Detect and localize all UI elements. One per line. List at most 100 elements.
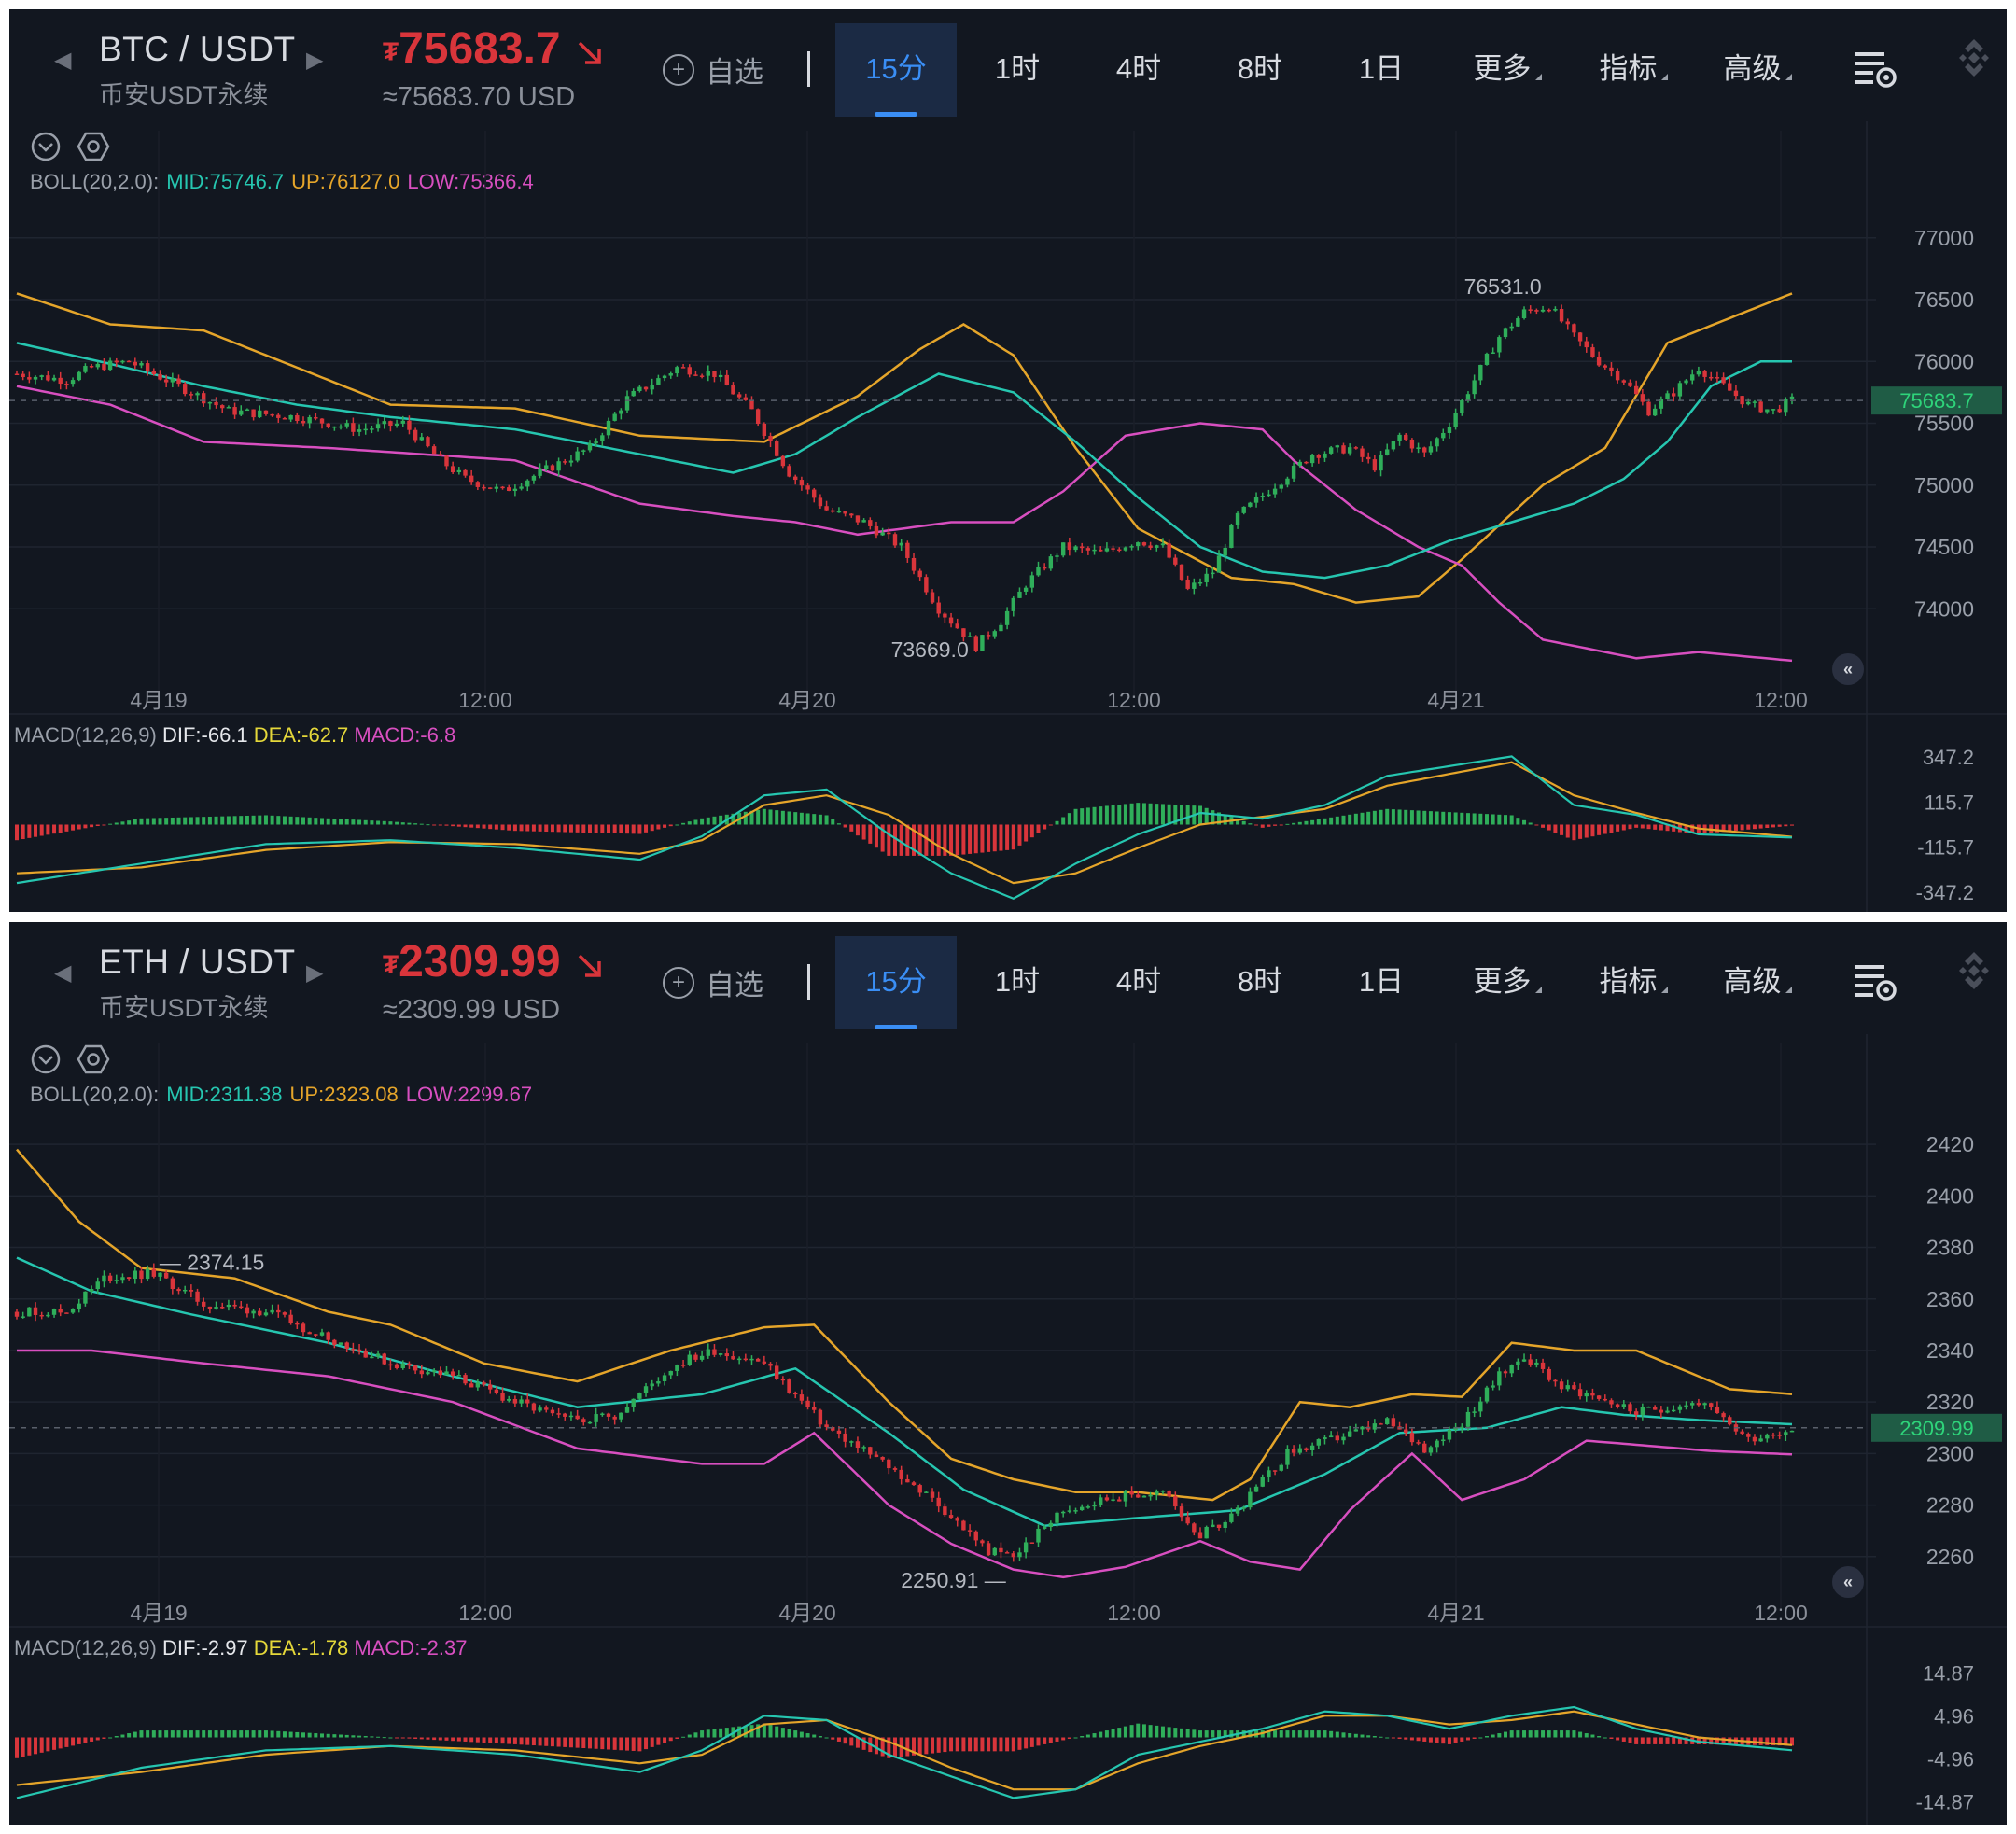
candle-body: [999, 624, 1003, 632]
candle-body: [643, 1386, 649, 1393]
settings-hexagon-icon[interactable]: [77, 131, 110, 162]
macd-histogram-bar: [612, 824, 617, 833]
macd-histogram-bar: [1416, 810, 1421, 825]
more-timeframes-button[interactable]: 更多: [1447, 936, 1568, 1029]
macd-histogram-bar: [749, 810, 754, 825]
macd-histogram-bar: [899, 824, 903, 856]
macd-histogram-bar: [1260, 824, 1265, 828]
timeframe-4h[interactable]: 4时: [1115, 965, 1162, 998]
macd-histogram-bar: [1092, 806, 1097, 825]
candle-body: [239, 1306, 244, 1309]
macd-histogram-bar: [1104, 1730, 1109, 1738]
indicators-button[interactable]: 指标: [1573, 936, 1694, 1029]
arrow-left-icon[interactable]: ◀: [54, 48, 72, 73]
timeframe-1d[interactable]: 1日: [1358, 965, 1405, 998]
candle-body: [1229, 1513, 1234, 1522]
jump-to-latest-icon[interactable]: «: [1832, 1566, 1864, 1598]
timeframe-8h[interactable]: 8时: [1237, 965, 1283, 998]
macd-histogram-bar: [1241, 1730, 1246, 1738]
candle-body: [581, 450, 586, 452]
boll-up: UP:2323.08: [289, 1083, 399, 1106]
macd-histogram-bar: [1092, 1733, 1097, 1738]
macd-histogram-bar: [1085, 1734, 1090, 1738]
arrow-right-icon[interactable]: ▶: [306, 48, 324, 73]
macd-label: MACD(12,26,9): [14, 723, 157, 747]
timeframe-1h[interactable]: 1时: [994, 965, 1041, 998]
macd-histogram-bar: [158, 1730, 162, 1738]
timeframe-1d[interactable]: 1日: [1358, 52, 1405, 85]
macd-histogram-bar: [1491, 1734, 1495, 1738]
list-settings-icon[interactable]: [1853, 49, 1899, 90]
candle-body: [687, 1354, 692, 1365]
candle-body: [438, 1370, 443, 1376]
candle-body: [1416, 1442, 1421, 1444]
candle-body: [1690, 374, 1695, 381]
advanced-button[interactable]: 高级: [1697, 936, 1818, 1029]
candle-body: [793, 1393, 798, 1395]
symbol-name[interactable]: ETH / USDT: [99, 943, 296, 981]
settings-hexagon-icon[interactable]: [77, 1043, 110, 1075]
candle-body: [46, 1314, 50, 1317]
indicators-button[interactable]: 指标: [1573, 23, 1694, 117]
candle-body: [83, 1291, 88, 1304]
candle-body: [799, 480, 805, 486]
add-favorite-button[interactable]: + 自选: [663, 961, 763, 1003]
candle-body: [999, 1547, 1003, 1553]
macd-histogram-bar: [1048, 1737, 1053, 1743]
candle-body: [1316, 455, 1321, 458]
timeframe-1h[interactable]: 1时: [994, 52, 1041, 85]
macd-histogram-bar: [1029, 1737, 1034, 1747]
chevron-down-circle-icon[interactable]: [30, 131, 62, 162]
price-chart[interactable]: 77000 76500 76000 75500 75000 74500 74000 4月19 1…: [9, 9, 2007, 912]
symbol-name[interactable]: BTC / USDT: [99, 30, 296, 68]
add-favorite-button[interactable]: + 自选: [663, 49, 763, 91]
candle-body: [1621, 380, 1627, 383]
candle-body: [1547, 1368, 1551, 1380]
arrow-right-icon[interactable]: ▶: [306, 960, 324, 986]
macd-histogram-bar: [644, 824, 649, 833]
macd-histogram-bar: [133, 819, 137, 825]
timeframe-8h[interactable]: 8时: [1237, 52, 1283, 85]
timeframe-15m[interactable]: 15分: [835, 936, 957, 1029]
candle-body: [1136, 542, 1141, 547]
macd-histogram-bar: [1628, 1737, 1632, 1743]
candle-body: [176, 1289, 181, 1292]
macd-histogram-bar: [395, 1737, 399, 1739]
candle-body: [1559, 309, 1564, 322]
candle-body: [563, 1413, 567, 1417]
arrow-left-icon[interactable]: ◀: [54, 960, 72, 986]
candle-body: [1379, 455, 1383, 471]
macd-histogram-bar: [706, 1729, 710, 1738]
macd-histogram-bar: [1690, 824, 1695, 833]
dea-line: [16, 761, 1793, 885]
macd-histogram-bar: [1460, 812, 1464, 825]
candle-body: [102, 1275, 106, 1282]
candle-body: [456, 469, 462, 473]
candle-body: [456, 1375, 462, 1377]
macd-histogram-bar: [955, 1737, 959, 1752]
candle-body: [1715, 377, 1720, 379]
macd-histogram-bar: [1771, 824, 1775, 828]
candle-body: [1036, 567, 1041, 576]
timeframe-4h[interactable]: 4时: [1115, 52, 1162, 85]
timeframe-15m[interactable]: 15分: [835, 23, 957, 117]
candle-body: [731, 385, 735, 395]
macd-histogram-bar: [912, 824, 917, 856]
advanced-button[interactable]: 高级: [1697, 23, 1818, 117]
price-chart[interactable]: 2420 2400 2380 2360 2340 2320 2300 2280 2260 4月19…: [9, 922, 2007, 1825]
candle-body: [1603, 1398, 1607, 1401]
list-settings-icon[interactable]: [1853, 961, 1899, 1002]
macd-histogram-bar: [488, 1737, 493, 1743]
candle-body: [258, 410, 262, 418]
more-timeframes-button[interactable]: 更多: [1447, 23, 1568, 117]
macd-histogram-bar: [892, 1737, 897, 1758]
candle-body: [917, 1485, 922, 1493]
macd-histogram-bar: [1123, 804, 1127, 825]
macd-histogram-bar: [301, 1732, 305, 1738]
candle-body: [1628, 1404, 1632, 1412]
macd-histogram-bar: [656, 824, 661, 830]
chevron-down-circle-icon[interactable]: [30, 1043, 62, 1075]
jump-to-latest-icon[interactable]: «: [1832, 653, 1864, 685]
candle-body: [1241, 1507, 1246, 1509]
macd-histogram-bar: [1465, 1737, 1470, 1741]
